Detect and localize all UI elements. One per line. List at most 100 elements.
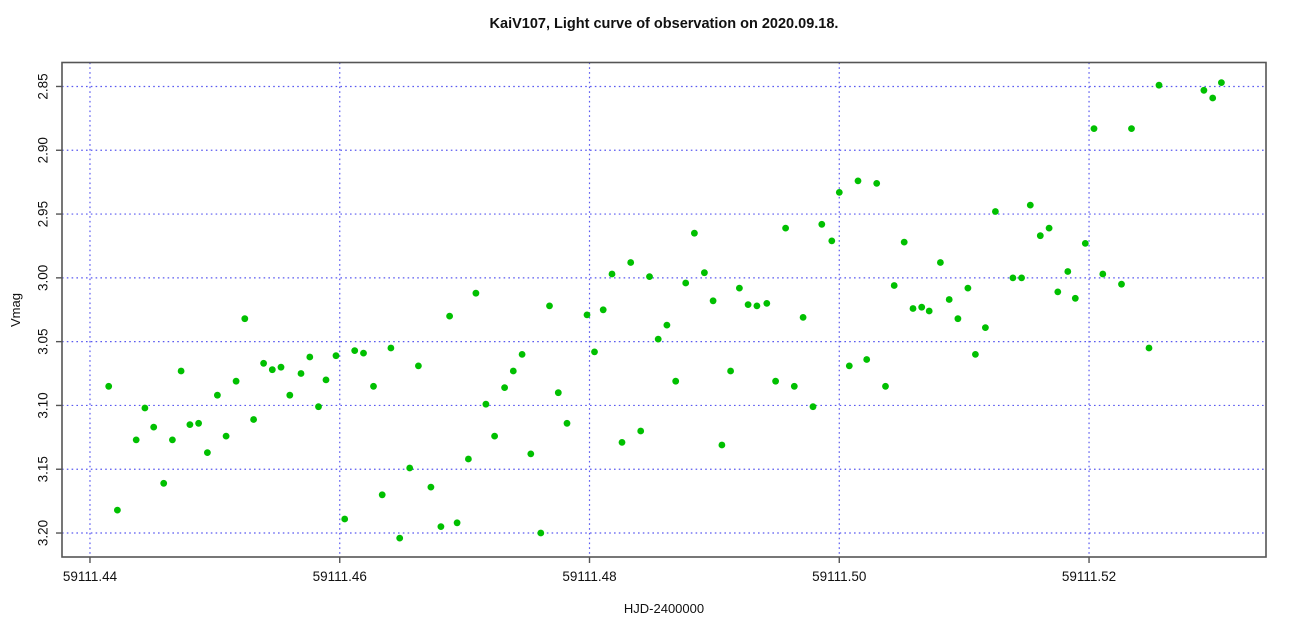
data-point [1071,294,1079,302]
data-point [527,450,535,458]
x-tick-label: 59111.46 [313,569,367,584]
data-point [465,455,472,463]
data-point [727,367,734,375]
data-point [1064,268,1072,275]
data-point [232,377,240,385]
data-point [799,314,807,321]
data-point [900,238,908,246]
data-point [945,296,953,303]
data-point [972,351,979,358]
data-point [828,237,836,245]
data-point [491,432,498,440]
data-point [591,348,598,356]
data-point [873,180,881,187]
data-point [1118,280,1125,288]
data-point [627,259,635,266]
data-point [396,534,404,542]
data-point [387,344,395,352]
data-point [1090,125,1098,132]
data-point [204,449,211,456]
data-point [114,506,121,514]
data-point [744,301,752,308]
data-point [537,529,545,537]
data-point [1018,274,1025,282]
data-point [415,362,422,370]
data-point [1145,344,1153,352]
data-point [286,391,294,399]
data-point [1081,240,1089,247]
data-point [646,273,653,280]
y-tick-label: 2.95 [36,201,51,227]
data-point [790,382,798,390]
data-point [360,349,367,357]
data-point [809,403,817,411]
data-point [654,335,662,343]
data-point [854,177,862,185]
data-point [378,491,386,499]
data-point [546,302,553,310]
data-point [982,324,989,331]
data-point [1026,201,1034,209]
data-point [1128,125,1135,132]
data-point [315,403,322,411]
data-point [563,419,571,427]
data-point [186,421,194,428]
data-point [277,363,285,371]
data-point [608,270,616,278]
data-point [925,307,933,315]
data-point [1009,274,1017,282]
data-point [501,384,508,391]
data-point [964,284,972,292]
y-tick-label: 3.00 [36,265,51,291]
data-point [306,353,314,361]
data-point [882,382,889,390]
data-point [177,367,185,375]
data-point [1155,81,1163,89]
data-point [482,400,490,408]
data-point [446,312,453,320]
data-point [618,439,626,446]
data-point [763,300,771,307]
data-point [701,269,708,277]
data-point [845,362,853,370]
data-point [132,436,140,444]
data-point [818,220,826,228]
chart-title: KaiV107, Light curve of observation on 2… [489,16,839,32]
y-tick-label: 2.90 [36,137,51,163]
y-axis-title: Vmag [8,293,23,327]
data-point [341,515,349,523]
data-point [1036,232,1044,240]
data-point [1200,86,1208,94]
data-point [437,523,445,530]
data-point [1054,288,1062,296]
data-point [1099,270,1107,278]
data-point [260,359,267,367]
y-tick-label: 2.85 [36,73,51,99]
data-point [672,377,680,385]
data-point [709,297,717,305]
data-point [370,382,377,390]
data-point [554,389,562,397]
data-point [150,423,158,431]
data-point [782,224,789,232]
data-point [1209,94,1217,102]
data-point [772,377,779,385]
data-point [518,351,526,358]
data-point [663,321,671,329]
data-point [141,404,149,412]
data-point [250,416,257,423]
data-point [1045,224,1053,232]
data-point [918,303,926,311]
data-point [241,315,249,323]
data-point [1218,79,1225,86]
data-point [718,441,726,449]
data-point [105,382,113,390]
data-point [351,347,359,354]
x-axis-title: HJD-2400000 [623,601,705,616]
x-tick-label: 59111.44 [63,569,118,584]
x-tick-label: 59111.50 [812,569,866,584]
data-point [332,352,340,360]
data-point [637,427,645,435]
